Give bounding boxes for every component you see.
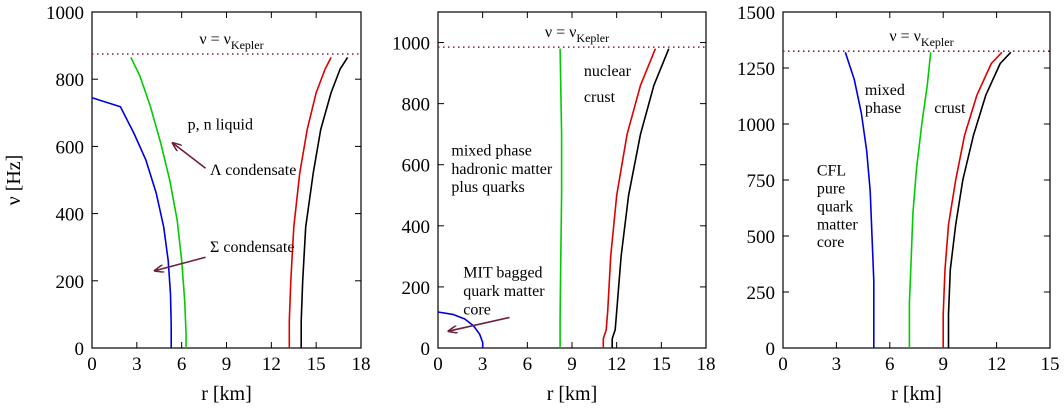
kepler-label-subscript: Kepler: [231, 38, 264, 52]
x-tick-label: 9: [567, 354, 577, 375]
y-tick-label: 1000: [737, 115, 775, 136]
annotation-text: mixed: [865, 82, 905, 99]
series-green-line: [130, 57, 187, 348]
y-tick-label: 600: [402, 156, 431, 177]
y-tick-label: 800: [402, 95, 431, 116]
annotation-text: matter: [817, 216, 859, 233]
series-black-line: [947, 51, 1012, 348]
y-tick-label: 250: [747, 283, 776, 304]
series-red-line: [602, 48, 657, 348]
y-tick-label: 200: [56, 272, 85, 293]
annotation-text: crust: [934, 100, 966, 117]
y-tick-label: 1500: [737, 3, 775, 24]
y-tick-label: 750: [747, 171, 776, 192]
x-tick-label: 12: [607, 354, 626, 375]
annotation-text: Σ condensate: [210, 239, 294, 256]
y-tick-label: 800: [56, 70, 85, 91]
kepler-label-subscript: Kepler: [576, 31, 609, 45]
annotation-text: hadronic matter: [451, 161, 553, 178]
annotation-text: CFL: [817, 163, 846, 180]
x-tick-label: 12: [987, 354, 1006, 375]
x-tick-label: 6: [523, 354, 533, 375]
series-green-line: [908, 52, 932, 348]
y-tick-label: 1000: [46, 3, 84, 24]
y-tick-label: 200: [402, 278, 431, 299]
annotation-text: quark: [817, 198, 853, 215]
kepler-label: ν = νKepler: [545, 24, 609, 45]
x-tick-label: 0: [87, 354, 97, 375]
x-tick-label: 0: [778, 354, 788, 375]
x-tick-label: 15: [1041, 354, 1060, 375]
panel-1: 0 3 6 9 12 15 18 0 200 400 600 800 1000 r [km] ν [Hz] ν…: [3, 3, 371, 405]
annotation-text: p, n liquid: [188, 117, 253, 134]
y-tick-label: 400: [402, 217, 431, 238]
y-tick-label: 0: [421, 339, 431, 360]
panel-2: 0 3 6 9 12 15 18 0 200 400 600 800 1000 r [km] ν = νKe…: [392, 11, 716, 405]
kepler-label: ν = νKepler: [889, 28, 953, 49]
annotation-text: plus quarks: [451, 179, 524, 196]
annotation-text: quark matter: [463, 283, 545, 300]
annotation-arrow: [155, 256, 206, 270]
series-black-line: [611, 48, 670, 348]
x-tick-label: 3: [132, 354, 142, 375]
annotation-text: core: [817, 234, 845, 251]
series-red-line: [942, 51, 1003, 348]
annotation-text: phase: [865, 100, 901, 117]
annotation-text: Λ condensate: [210, 162, 296, 179]
x-tick-label: 6: [177, 354, 187, 375]
plot-frame: [91, 11, 362, 349]
series-blue-line: [844, 52, 875, 348]
x-tick-label: 12: [262, 354, 281, 375]
x-tick-label: 18: [697, 354, 716, 375]
kepler-label-subscript: Kepler: [921, 35, 954, 49]
kepler-label: ν = νKepler: [199, 31, 263, 52]
kepler-label-main: ν = ν: [199, 31, 231, 48]
x-tick-label: 6: [885, 354, 895, 375]
x-tick-label: 18: [352, 354, 371, 375]
series-red-line: [288, 57, 332, 348]
x-axis-label: r [km]: [547, 383, 598, 405]
x-tick-label: 15: [652, 354, 671, 375]
annotation-arrow: [448, 316, 510, 331]
x-tick-label: 3: [832, 354, 842, 375]
x-tick-label: 3: [478, 354, 488, 375]
x-tick-label: 15: [307, 354, 326, 375]
series-black-line: [300, 56, 349, 348]
annotation-text: nuclear: [584, 63, 632, 80]
series-blue-line: [91, 96, 172, 348]
panel-3: 0 3 6 9 12 15 0 250 500 750 1000 1250 1500 r [km] ν = …: [737, 3, 1060, 405]
annotation-text: pure: [817, 180, 845, 197]
y-tick-label: 1250: [737, 59, 775, 80]
kepler-label-main: ν = ν: [889, 28, 921, 45]
y-tick-label: 0: [766, 339, 776, 360]
y-tick-label: 0: [75, 339, 85, 360]
y-axis-label: ν [Hz]: [3, 155, 25, 206]
y-tick-label: 1000: [392, 34, 430, 55]
annotation-text: crust: [584, 89, 616, 106]
x-tick-label: 9: [938, 354, 948, 375]
series-green-line: [559, 48, 563, 348]
x-tick-label: 0: [433, 354, 443, 375]
annotation-arrow: [173, 143, 207, 169]
x-axis-label: r [km]: [891, 383, 942, 405]
kepler-label-main: ν = ν: [545, 24, 577, 41]
x-tick-label: 9: [222, 354, 232, 375]
annotation-text: MIT bagged: [463, 265, 542, 282]
y-tick-label: 400: [56, 205, 85, 226]
y-tick-label: 600: [56, 137, 85, 158]
x-axis-label: r [km]: [201, 383, 252, 405]
annotation-text: mixed phase: [451, 143, 531, 160]
annotation-text: core: [463, 301, 491, 318]
y-tick-label: 500: [747, 227, 776, 248]
